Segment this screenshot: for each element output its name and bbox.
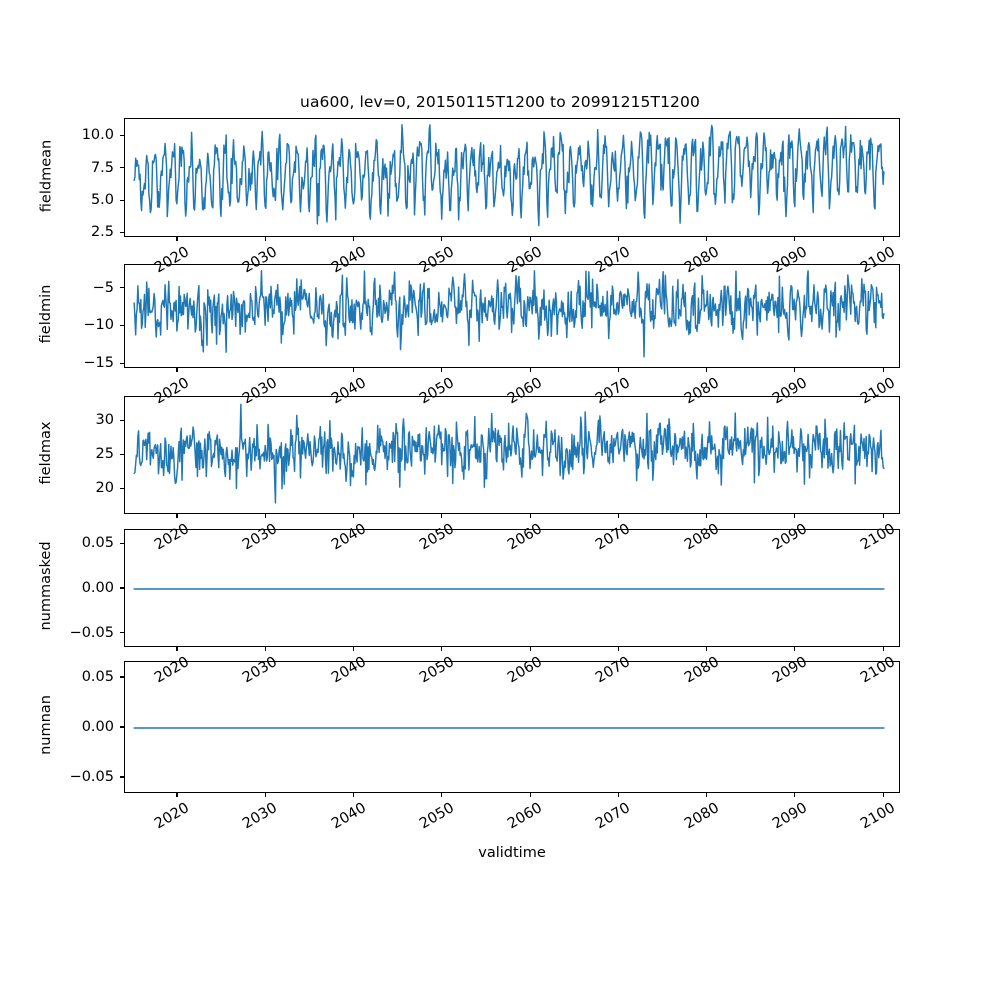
- x-tick-mark: [529, 793, 531, 798]
- x-tick-mark: [617, 237, 619, 242]
- y-tick-label: 2.5: [90, 224, 114, 241]
- x-tick-mark: [529, 647, 531, 652]
- x-tick-mark: [352, 647, 355, 652]
- x-tick-mark: [264, 793, 266, 798]
- y-tick-mark: [119, 419, 124, 421]
- x-axis-label: validtime: [478, 845, 546, 861]
- y-tick-mark: [119, 726, 124, 728]
- y-tick-label: 0.00: [81, 580, 114, 596]
- x-tick-mark: [352, 237, 355, 242]
- y-tick-mark: [119, 487, 124, 489]
- x-tick-mark: [706, 514, 708, 519]
- subplot-nummasked: [124, 529, 900, 647]
- y-tick-mark: [119, 324, 124, 327]
- x-tick-mark: [441, 514, 443, 519]
- y-tick-mark: [119, 286, 124, 289]
- data-line-fieldmin: [133, 269, 885, 358]
- plot-area-numnan: [133, 727, 885, 729]
- x-tick-mark: [352, 514, 355, 519]
- x-tick-mark: [706, 237, 708, 242]
- x-tick-mark: [441, 237, 443, 242]
- x-tick-mark: [352, 368, 355, 373]
- subplot-fieldmean: [124, 118, 900, 237]
- x-tick-mark: [441, 368, 443, 373]
- y-tick-label: 5.0: [90, 192, 114, 209]
- plot-area-fieldmin: [133, 269, 885, 358]
- y-axis-label-numnan: numnan: [38, 695, 54, 755]
- x-tick-mark: [264, 647, 266, 652]
- x-tick-mark: [264, 237, 266, 242]
- plot-area-fieldmax: [133, 403, 885, 504]
- subplot-numnan: [124, 661, 900, 793]
- x-tick-mark: [706, 647, 708, 652]
- subplot-fieldmin: [124, 264, 900, 368]
- y-tick-mark: [119, 167, 124, 169]
- x-tick-mark: [617, 793, 619, 798]
- y-tick-label: 0.05: [81, 669, 114, 685]
- y-tick-label: 10.0: [81, 127, 114, 144]
- y-tick-label: −0.05: [69, 769, 114, 785]
- y-tick-label: −0.05: [69, 624, 114, 641]
- y-tick-mark: [119, 676, 124, 678]
- y-tick-mark: [119, 632, 124, 634]
- y-tick-label: −10: [83, 317, 114, 334]
- subplot-fieldmax: [124, 396, 900, 514]
- x-tick-mark: [617, 514, 619, 519]
- x-tick-mark: [794, 647, 796, 652]
- x-tick-mark: [882, 514, 884, 519]
- y-tick-mark: [119, 542, 124, 544]
- x-tick-mark: [706, 793, 708, 798]
- x-tick-mark: [794, 237, 796, 242]
- y-tick-label: 0.00: [81, 719, 114, 735]
- y-tick-label: 7.5: [90, 159, 114, 176]
- x-tick-mark: [794, 368, 796, 373]
- y-tick-mark: [119, 453, 124, 455]
- figure-title: ua600, lev=0, 20150115T1200 to 20991215T…: [300, 93, 700, 111]
- y-tick-label: 30: [95, 412, 114, 429]
- y-tick-mark: [119, 587, 124, 589]
- y-tick-mark: [119, 776, 124, 778]
- x-tick-mark: [529, 368, 531, 373]
- y-tick-label: −5: [92, 279, 114, 296]
- x-tick-mark: [617, 647, 619, 652]
- y-tick-label: 25: [95, 446, 114, 463]
- data-line-fieldmax: [133, 403, 885, 504]
- x-tick-mark: [176, 514, 178, 519]
- y-tick-label: 0.05: [81, 535, 114, 552]
- x-tick-mark: [441, 647, 443, 652]
- x-tick-mark: [529, 237, 531, 242]
- x-tick-mark: [176, 368, 178, 373]
- x-tick-mark: [176, 237, 178, 242]
- x-tick-mark: [529, 514, 531, 519]
- plot-area-fieldmean: [133, 124, 885, 227]
- y-tick-mark: [119, 362, 124, 364]
- x-tick-mark: [882, 237, 884, 242]
- x-tick-mark: [617, 368, 619, 373]
- y-tick-mark: [119, 134, 124, 136]
- x-tick-mark: [794, 514, 796, 519]
- x-tick-mark: [882, 647, 884, 652]
- x-tick-mark: [794, 793, 796, 798]
- x-tick-mark: [352, 793, 355, 798]
- x-tick-mark: [882, 793, 884, 798]
- x-tick-mark: [264, 368, 266, 373]
- y-tick-mark: [119, 199, 124, 201]
- x-tick-mark: [176, 647, 178, 652]
- plot-area-nummasked: [133, 588, 885, 590]
- x-tick-mark: [706, 368, 708, 373]
- y-tick-label: 20: [95, 480, 114, 497]
- x-tick-mark: [176, 793, 178, 798]
- y-tick-mark: [119, 231, 124, 234]
- data-line-fieldmean: [133, 124, 885, 227]
- x-tick-mark: [264, 514, 266, 519]
- x-tick-mark: [882, 368, 884, 373]
- y-tick-label: −15: [83, 355, 114, 372]
- x-tick-mark: [441, 793, 443, 798]
